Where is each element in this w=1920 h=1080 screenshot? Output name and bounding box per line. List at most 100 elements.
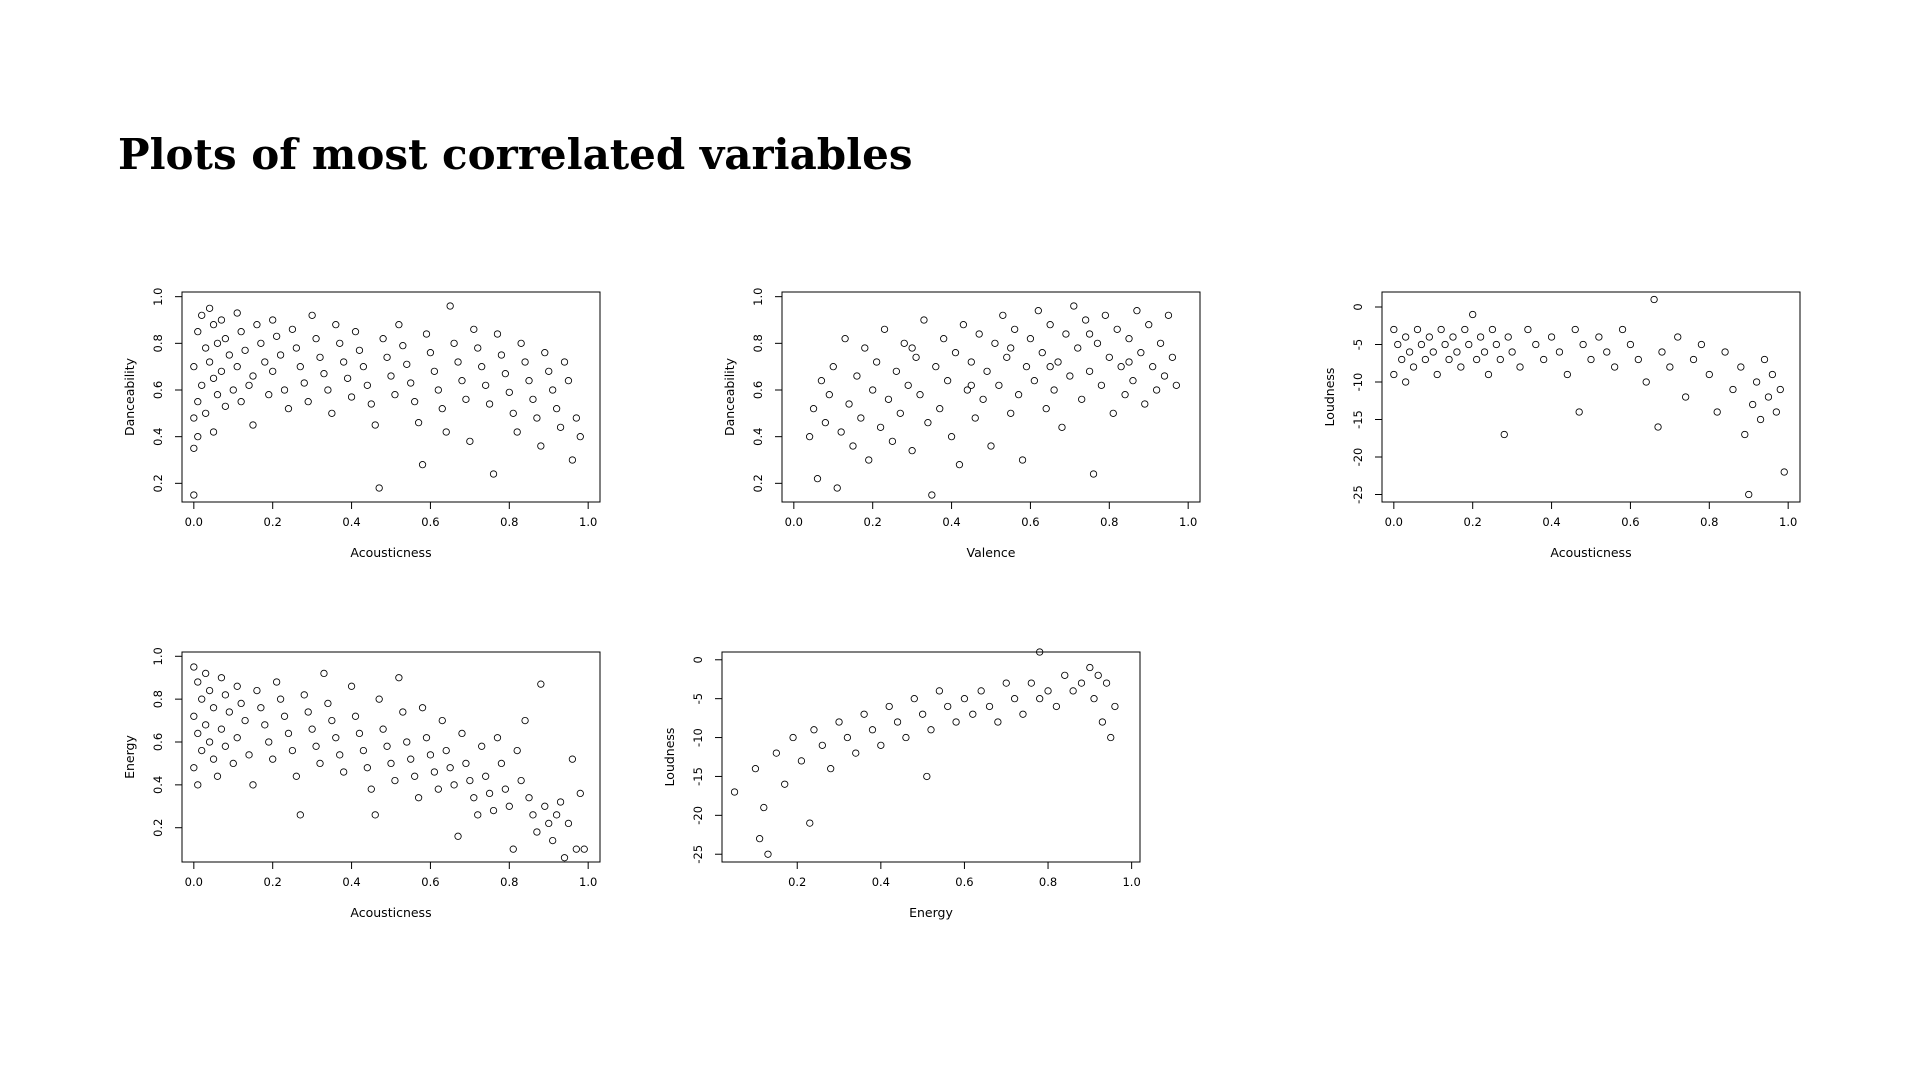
data-point [391, 391, 399, 399]
data-point [418, 704, 427, 712]
data-point [1500, 430, 1508, 439]
data-point [1094, 671, 1102, 679]
data-point [1003, 353, 1011, 361]
data-point [474, 811, 482, 819]
x-tick-label: 0.2 [264, 875, 282, 889]
data-point [1413, 325, 1422, 334]
data-point [198, 381, 206, 389]
data-point [501, 785, 509, 793]
data-point [837, 428, 845, 436]
x-tick-label: 0.8 [500, 515, 518, 529]
data-point [430, 367, 439, 375]
x-tick-label: 0.8 [500, 875, 518, 889]
data-point [1547, 333, 1556, 341]
data-point [1098, 718, 1107, 726]
data-point [241, 716, 249, 725]
data-point [963, 386, 971, 394]
data-point [1074, 344, 1082, 352]
data-point [975, 330, 983, 338]
data-point [190, 712, 198, 720]
x-axis-label: Acousticness [1550, 545, 1631, 560]
x-tick-label: 0.4 [342, 875, 360, 889]
data-point [1772, 408, 1780, 416]
data-point [1168, 353, 1177, 361]
data-point [860, 710, 868, 718]
data-point [225, 708, 233, 716]
data-point [1007, 344, 1015, 352]
data-point [1102, 679, 1111, 687]
data-point [1453, 348, 1461, 356]
data-point [1658, 348, 1666, 356]
data-point [1752, 378, 1761, 386]
data-point [888, 437, 897, 445]
y-axis-label: Energy [122, 735, 137, 779]
data-point [932, 363, 940, 371]
data-point [912, 353, 920, 361]
data-point [1061, 671, 1069, 679]
x-tick-label: 0.6 [421, 515, 439, 529]
data-point [1741, 430, 1749, 439]
data-point [202, 669, 210, 678]
data-point [269, 367, 277, 375]
data-point [772, 749, 780, 757]
data-point [923, 772, 931, 781]
data-point [1674, 333, 1682, 341]
data-point [233, 734, 241, 742]
data-point [221, 402, 230, 410]
data-point [1086, 663, 1094, 672]
data-point [576, 433, 584, 441]
data-point [202, 409, 210, 417]
data-point [513, 746, 521, 755]
data-point [280, 712, 289, 720]
data-point [825, 391, 833, 399]
data-point [438, 405, 446, 413]
data-point [1587, 355, 1595, 364]
data-point [225, 351, 233, 359]
plot-frame [781, 291, 1201, 503]
x-tick-label: 0.6 [421, 875, 439, 889]
x-tick-label: 0.8 [1700, 515, 1718, 529]
data-point [434, 785, 442, 793]
data-point [1666, 363, 1674, 371]
data-point [1433, 370, 1441, 379]
data-point [324, 386, 332, 394]
data-point [375, 695, 383, 703]
data-point [1417, 340, 1426, 349]
data-point [1654, 423, 1662, 431]
data-point [902, 733, 910, 742]
data-point [537, 680, 545, 688]
data-point [273, 332, 281, 340]
data-point [205, 304, 214, 312]
data-point [190, 764, 198, 772]
data-point [209, 321, 218, 329]
data-point [1421, 355, 1430, 364]
data-point [880, 325, 889, 333]
data-point [1069, 687, 1077, 695]
data-point [379, 725, 387, 733]
data-point [296, 811, 304, 819]
scatter-acousticness-loudness: 0.0 0.2 0.4 0.6 0.8 1.0 -25 -20 -15 -10 -5 0 Acousti… [1300, 272, 1820, 582]
y-tick-label: -15 [691, 767, 705, 786]
data-point [919, 710, 927, 718]
data-point [190, 444, 198, 452]
data-point [1689, 355, 1698, 364]
x-tick-label: 0.4 [1542, 515, 1560, 529]
x-tick-label: 0.2 [1464, 515, 1482, 529]
data-point [1642, 378, 1650, 386]
data-point [395, 321, 403, 329]
data-point [892, 367, 900, 375]
data-point [355, 346, 364, 354]
data-point [1429, 348, 1437, 356]
data-point [833, 484, 841, 492]
data-point [549, 386, 557, 394]
data-point [205, 358, 214, 366]
data-point [411, 398, 419, 406]
data-point [806, 819, 814, 827]
data-point [387, 759, 395, 768]
data-point [478, 742, 486, 750]
data-point [355, 729, 364, 738]
data-point [764, 850, 772, 858]
data-point [1125, 358, 1133, 366]
data-point [529, 395, 537, 403]
data-point [418, 461, 427, 469]
